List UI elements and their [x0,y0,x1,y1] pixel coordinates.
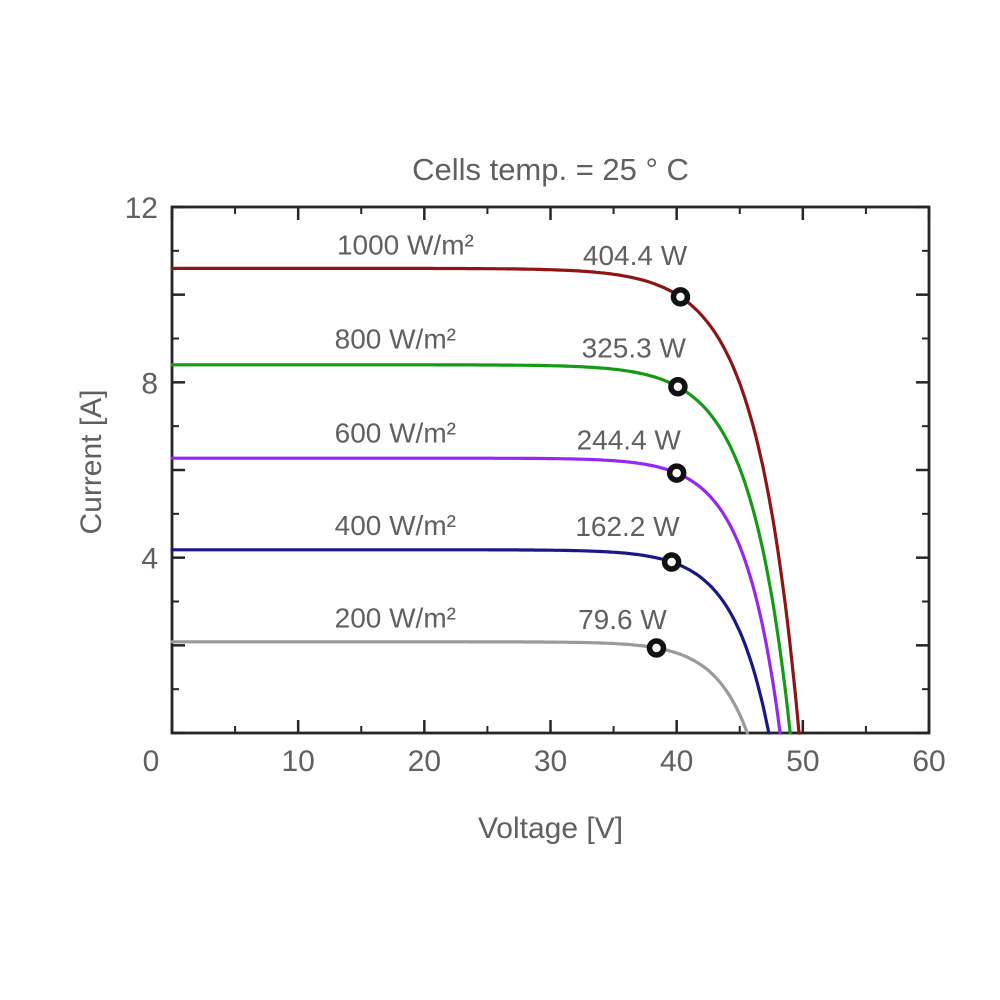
x-axis-label: Voltage [V] [477,812,624,845]
chart-title: Cells temp. = 25 ° C [412,152,689,187]
irradiance-label-600wm2: 600 W/m² [335,417,456,448]
x-tick-label: 50 [786,745,819,778]
iv-curve-600wm2 [170,456,782,735]
y-tick-label: 4 [141,543,158,576]
power-label-200wm2: 79.6 W [578,604,667,635]
irradiance-label-1000wm2: 1000 W/m² [337,229,474,260]
x-tick-label: 30 [534,745,567,778]
power-label-800wm2: 325.3 W [582,332,687,363]
mpp-marker-600wm2 [666,463,687,483]
irradiance-label-200wm2: 200 W/m² [335,603,456,634]
mpp-marker-200wm2 [646,638,667,658]
power-label-400wm2: 162.2 W [575,511,680,542]
mpp-marker-400wm2 [661,552,682,572]
irradiance-label-800wm2: 800 W/m² [335,324,456,355]
x-tick-label: 40 [660,745,693,778]
plot-border [170,205,931,735]
iv-curve-1000wm2 [170,266,801,735]
power-label-1000wm2: 404.4 W [583,240,688,271]
y-tick-label: 8 [141,367,158,400]
x-tick-label: 20 [408,745,441,778]
irradiance-label-400wm2: 400 W/m² [335,510,456,541]
mpp-marker-800wm2 [668,376,688,397]
mpp-marker-1000wm2 [670,287,691,307]
iv-curve-800wm2 [170,363,792,735]
x-tick-label: 0 [143,745,160,778]
power-label-600wm2: 244.4 W [577,424,682,455]
y-tick-label: 12 [125,192,158,225]
x-tick-label: 60 [912,745,945,778]
x-tick-label: 10 [281,745,314,778]
